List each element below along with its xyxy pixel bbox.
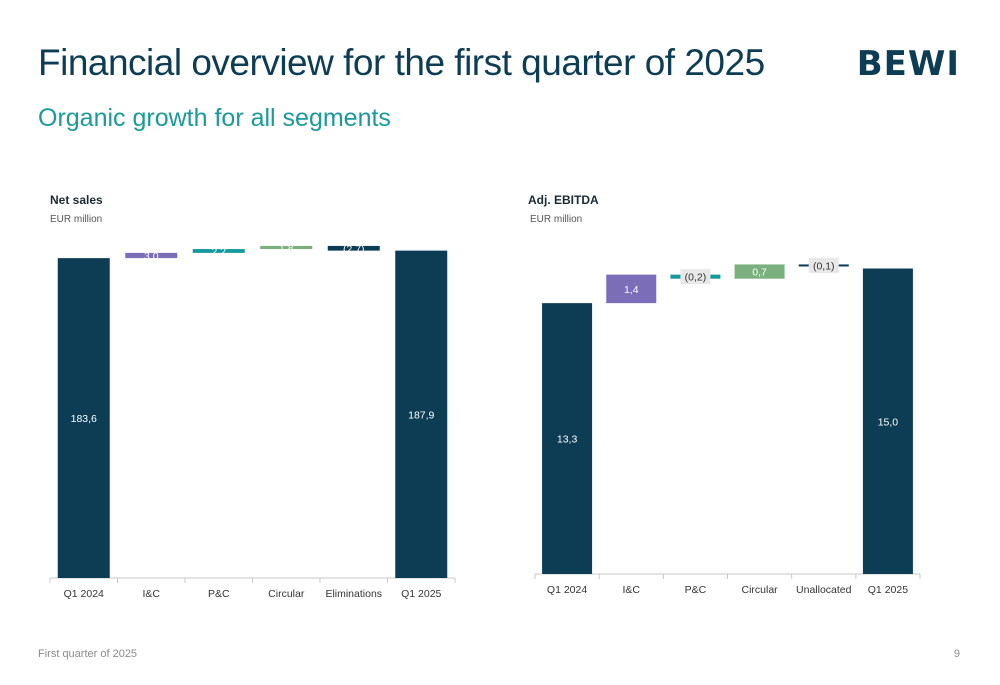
ebitda-bar-q1-2025 bbox=[862, 268, 913, 574]
ebitda-category-label-circular: Circular bbox=[741, 584, 778, 596]
ebitda-value-label-i-c: 1,4 bbox=[624, 284, 639, 296]
net-sales-bar-q1-2024 bbox=[57, 258, 110, 578]
footer-text: First quarter of 2025 bbox=[38, 648, 138, 660]
ebitda-category-label-unallocated: Unallocated bbox=[796, 584, 852, 596]
ebitda-waterfall-chart: 13,3 Q1 2024 1,4 I&C (0,2) P&C 0,7 Circular (0,1… bbox=[534, 257, 921, 596]
net-sales-bar-q1-2025 bbox=[395, 250, 448, 578]
ebitda-bar-q1-2024 bbox=[542, 303, 593, 574]
net-sales-chart-unit: EUR million bbox=[50, 214, 103, 225]
net-sales-category-label-q1-2024: Q1 2024 bbox=[64, 588, 104, 600]
net-sales-value-label-q1-2025: 187,9 bbox=[408, 409, 434, 421]
ebitda-value-label-circular: 0,7 bbox=[752, 267, 767, 279]
net-sales-category-label-p-c: P&C bbox=[208, 588, 230, 600]
net-sales-value-label-eliminations: (2,7) bbox=[343, 243, 365, 255]
net-sales-bar-eliminations bbox=[327, 245, 380, 251]
net-sales-value-label-p-c: 2,2 bbox=[211, 246, 226, 258]
ebitda-value-label-unallocated: (0,1) bbox=[813, 260, 835, 272]
net-sales-value-label-i-c: 3,0 bbox=[144, 251, 159, 263]
ebitda-value-label-q1-2024: 13,3 bbox=[557, 434, 578, 446]
ebitda-label-box-p-c bbox=[680, 269, 711, 285]
ebitda-chart-title: Adj. EBITDA bbox=[528, 193, 599, 207]
net-sales-bar-i-c bbox=[125, 252, 178, 259]
ebitda-chart-unit: EUR million bbox=[530, 214, 583, 225]
page-subtitle: Organic growth for all segments bbox=[38, 104, 391, 132]
ebitda-label-box-unallocated bbox=[808, 257, 839, 273]
net-sales-waterfall-chart: 183,6 Q1 2024 3,0 I&C 2,2 P&C 1,8 Circular (2,7)… bbox=[49, 242, 456, 600]
company-logo: BEWI bbox=[856, 44, 960, 84]
net-sales-category-label-circular: Circular bbox=[268, 588, 305, 600]
ebitda-category-label-i-c: I&C bbox=[622, 584, 640, 596]
net-sales-category-label-i-c: I&C bbox=[142, 588, 160, 600]
ebitda-value-label-p-c: (0,2) bbox=[685, 272, 707, 284]
ebitda-category-label-q1-2024: Q1 2024 bbox=[547, 584, 587, 596]
ebitda-category-label-q1-2025: Q1 2025 bbox=[868, 584, 908, 596]
ebitda-value-label-q1-2025: 15,0 bbox=[878, 416, 899, 428]
page-title: Financial overview for the first quarter… bbox=[38, 42, 765, 83]
ebitda-category-label-p-c: P&C bbox=[685, 584, 707, 596]
net-sales-value-label-q1-2024: 183,6 bbox=[71, 413, 97, 425]
net-sales-bar-circular bbox=[260, 245, 313, 250]
net-sales-bar-p-c bbox=[192, 249, 245, 253]
net-sales-category-label-q1-2025: Q1 2025 bbox=[401, 588, 441, 600]
net-sales-value-label-circular: 1,8 bbox=[279, 242, 294, 254]
net-sales-category-label-eliminations: Eliminations bbox=[325, 588, 382, 600]
ebitda-bar-i-c bbox=[606, 274, 657, 304]
page-number: 9 bbox=[953, 648, 960, 660]
net-sales-chart-title: Net sales bbox=[50, 193, 103, 207]
ebitda-bar-circular bbox=[734, 264, 785, 279]
